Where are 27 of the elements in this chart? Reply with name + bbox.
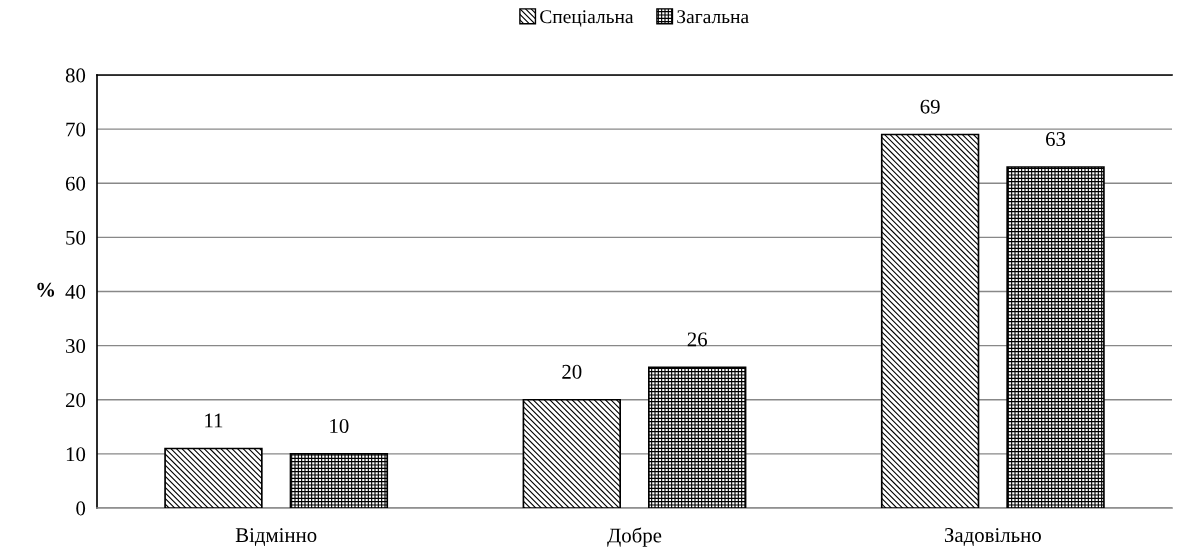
bar <box>164 447 263 508</box>
bar <box>647 366 747 508</box>
legend-label: Загальна <box>677 10 749 24</box>
x-tick-label: Відмінно <box>235 528 317 546</box>
y-tick-label: 40 <box>65 284 86 299</box>
bar <box>880 133 980 508</box>
data-label: 20 <box>562 364 582 379</box>
data-label: 26 <box>687 332 707 347</box>
y-tick-label: 60 <box>65 176 86 191</box>
y-tick-label: 70 <box>66 122 86 137</box>
bar <box>522 398 622 508</box>
y-tick-label: 50 <box>66 230 86 245</box>
data-label: 11 <box>205 413 223 428</box>
y-tick-label: 80 <box>65 68 86 83</box>
bar <box>1006 166 1105 508</box>
data-label: 10 <box>330 418 349 433</box>
y-tick-label: 30 <box>66 339 86 354</box>
data-label: 63 <box>1046 132 1066 147</box>
legend-label: Спеціальна <box>540 10 634 27</box>
y-tick-label: 0 <box>76 501 86 516</box>
data-label: 69 <box>920 99 940 114</box>
y-tick-label: 10 <box>66 447 86 462</box>
x-tick-label: Задовільно <box>944 528 1041 546</box>
y-tick-label: 20 <box>65 393 86 408</box>
x-tick-label: Добре <box>607 527 662 547</box>
bar <box>289 453 389 508</box>
y-axis-title: % <box>37 282 55 297</box>
